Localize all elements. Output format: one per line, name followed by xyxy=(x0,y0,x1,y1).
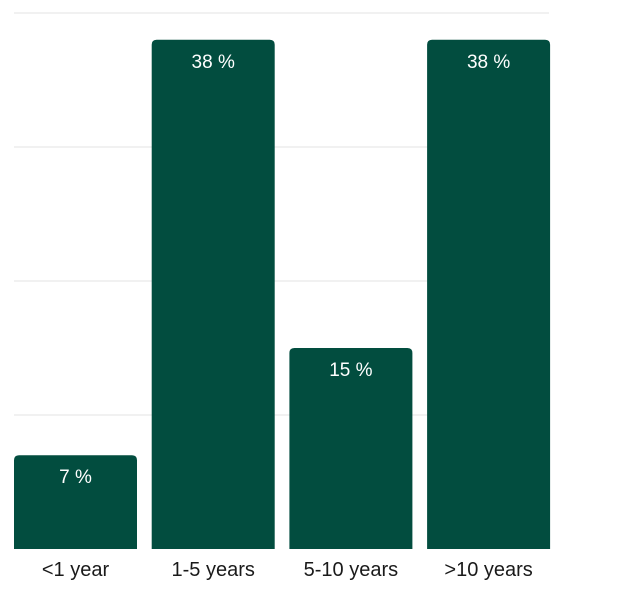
x-tick-label-4: >10 years xyxy=(444,559,532,581)
x-tick-label-2: 1-5 years xyxy=(172,559,255,581)
value-label-3: 15 % xyxy=(329,360,372,381)
x-tick-labels: <1 year 1-5 years 5-10 years >10 years xyxy=(42,559,533,581)
x-tick-label-3: 5-10 years xyxy=(304,559,399,581)
value-label-1: 7 % xyxy=(59,467,92,488)
value-label-4: 38 % xyxy=(467,52,510,73)
x-tick-label-1: <1 year xyxy=(42,559,110,581)
bar-4 xyxy=(427,39,551,550)
bar-2 xyxy=(151,39,275,550)
bar-1 xyxy=(14,455,137,549)
bars xyxy=(14,39,551,550)
value-labels: 7 % 38 % 15 % 38 % xyxy=(59,52,510,488)
value-label-2: 38 % xyxy=(192,52,235,73)
bar-3 xyxy=(289,348,413,549)
